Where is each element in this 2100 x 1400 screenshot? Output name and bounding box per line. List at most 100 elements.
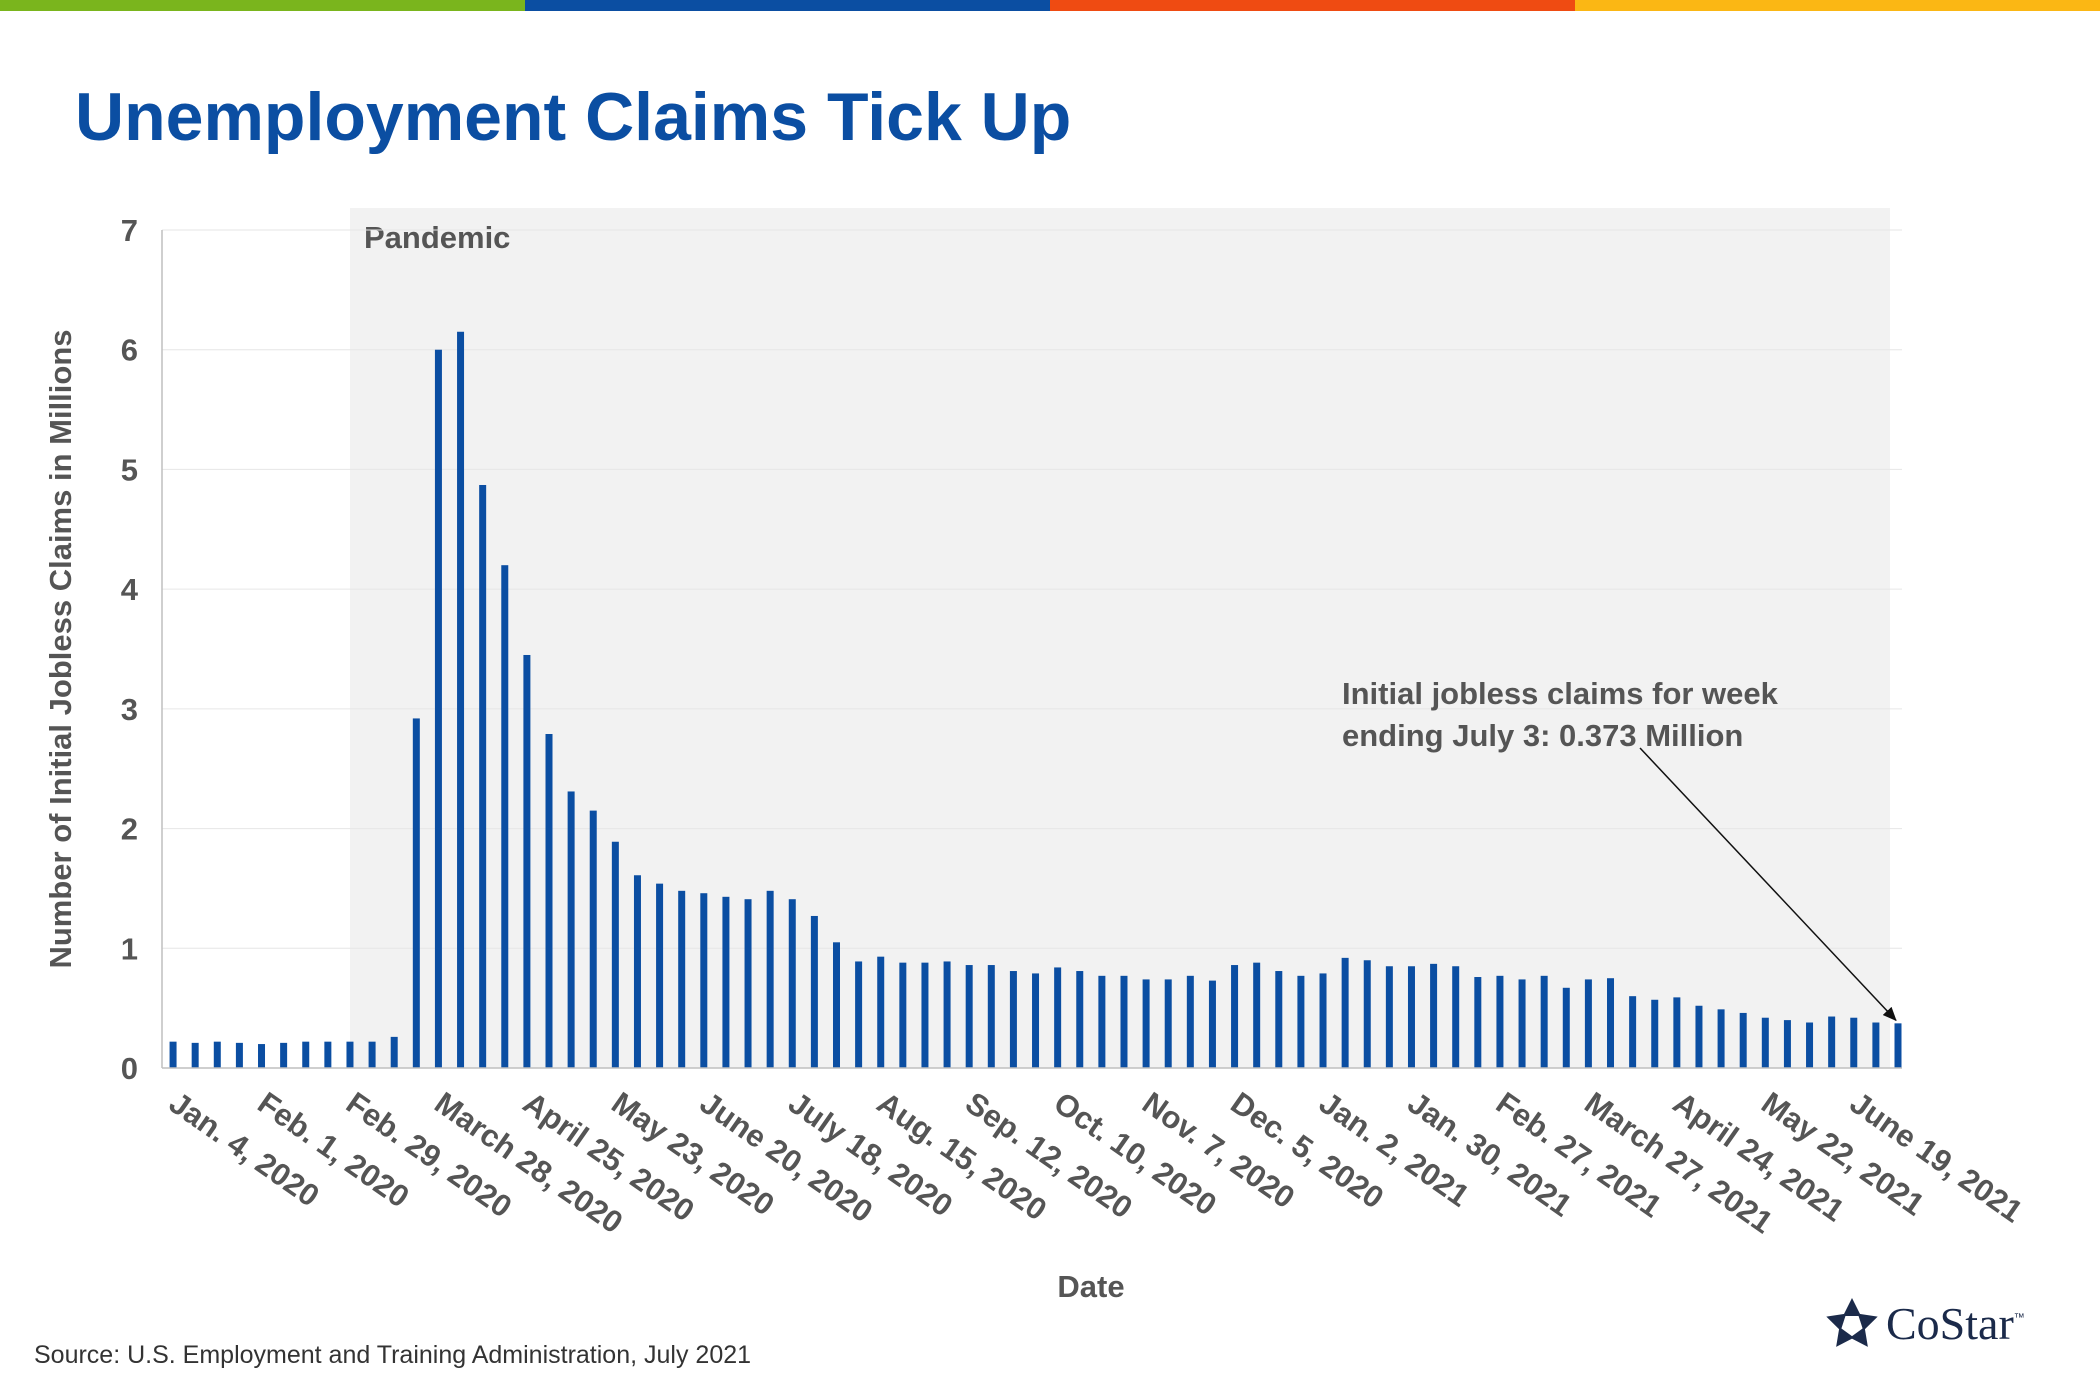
bar — [1164, 979, 1172, 1068]
bar — [1540, 975, 1548, 1068]
bar — [1054, 967, 1062, 1068]
source-note: Source: U.S. Employment and Training Adm… — [34, 1341, 752, 1369]
strip-green — [0, 0, 525, 11]
logo-wordmark: CoStar — [1886, 1298, 2014, 1349]
bar — [810, 915, 818, 1068]
bar — [1120, 975, 1128, 1068]
bar — [1717, 1009, 1725, 1068]
bar — [1739, 1012, 1747, 1068]
costar-star-icon — [1826, 1298, 1878, 1347]
strip-blue — [525, 0, 1050, 11]
top-color-strip — [0, 0, 2100, 11]
annotation-line-2: ending July 3: 0.373 Million — [1342, 718, 1743, 753]
bar — [523, 654, 531, 1068]
bar — [324, 1041, 332, 1068]
bar — [1761, 1017, 1769, 1068]
bar — [412, 718, 420, 1068]
bar — [191, 1042, 199, 1068]
bar — [1341, 957, 1349, 1068]
bar — [258, 1044, 266, 1068]
y-tick-label: 4 — [121, 572, 139, 607]
bar — [169, 1041, 177, 1068]
annotation-line-1: Initial jobless claims for week — [1342, 676, 1779, 711]
bar — [1828, 1016, 1836, 1068]
bar — [1651, 999, 1659, 1068]
x-tick-label: Jan. 4, 2020 — [163, 1085, 326, 1214]
bar — [1009, 971, 1017, 1068]
bar — [589, 810, 597, 1068]
bar — [899, 962, 907, 1068]
bar — [1894, 1023, 1902, 1068]
bar — [368, 1041, 376, 1068]
bars-group — [169, 331, 1902, 1068]
y-tick-label: 6 — [121, 333, 138, 368]
bar — [1363, 960, 1371, 1068]
bar — [1275, 971, 1283, 1068]
strip-yellow — [1575, 0, 2100, 11]
bar — [855, 961, 863, 1068]
bar — [700, 893, 708, 1068]
y-axis-label: Number of Initial Jobless Claims in Mill… — [43, 329, 78, 968]
bar — [235, 1042, 243, 1068]
bar — [1297, 975, 1305, 1068]
bar — [1518, 979, 1526, 1068]
bar — [1806, 1022, 1814, 1068]
costar-logo: CoStar ™ — [1826, 1296, 2025, 1352]
bar — [832, 942, 840, 1068]
strip-orange — [1050, 0, 1575, 11]
bar — [1208, 980, 1216, 1068]
bar — [1253, 962, 1261, 1068]
bar — [1850, 1017, 1858, 1068]
bar — [213, 1041, 221, 1068]
bar — [722, 896, 730, 1068]
bar — [346, 1041, 354, 1068]
bar — [965, 965, 973, 1068]
bar — [943, 961, 951, 1068]
gridlines — [162, 229, 1902, 949]
bar — [1098, 975, 1106, 1068]
bar — [479, 484, 487, 1068]
bar — [987, 965, 995, 1068]
y-tick-label: 2 — [121, 812, 138, 847]
bar — [1231, 965, 1239, 1068]
bar — [1562, 987, 1570, 1068]
bar — [1783, 1020, 1791, 1068]
bar — [1607, 978, 1615, 1068]
bar — [1673, 997, 1681, 1068]
y-tick-label: 7 — [121, 213, 138, 248]
bar — [434, 349, 442, 1068]
bar — [1186, 975, 1194, 1068]
bar — [1474, 977, 1482, 1068]
pandemic-label: Pandemic — [364, 220, 510, 255]
y-tick-label: 5 — [121, 452, 138, 487]
bar — [921, 962, 929, 1068]
bar — [1407, 966, 1415, 1068]
logo-trademark: ™ — [2013, 1312, 2025, 1324]
y-tick-label: 1 — [121, 931, 138, 966]
y-tick-label: 3 — [121, 692, 138, 727]
pandemic-shaded-region — [349, 208, 1891, 1068]
bar — [1584, 979, 1592, 1068]
bar — [1076, 971, 1084, 1068]
bar — [1142, 979, 1150, 1068]
bar — [1430, 963, 1438, 1068]
bar — [877, 956, 885, 1068]
bar — [567, 791, 575, 1068]
y-tick-label: 0 — [121, 1051, 138, 1086]
bar — [633, 875, 641, 1068]
bar — [545, 733, 553, 1068]
bar — [744, 899, 752, 1068]
bar — [1629, 996, 1637, 1068]
bar — [788, 899, 796, 1068]
bar — [766, 890, 774, 1068]
annotation-arrow — [1639, 747, 1897, 1022]
bar — [611, 841, 619, 1068]
y-tick-labels: 0 1 2 3 4 5 6 7 — [121, 213, 139, 1086]
bar — [1385, 966, 1393, 1068]
bar — [457, 331, 465, 1068]
annotation: Initial jobless claims for week ending J… — [1342, 676, 1897, 1022]
bar — [390, 1036, 398, 1068]
bar — [656, 883, 664, 1068]
